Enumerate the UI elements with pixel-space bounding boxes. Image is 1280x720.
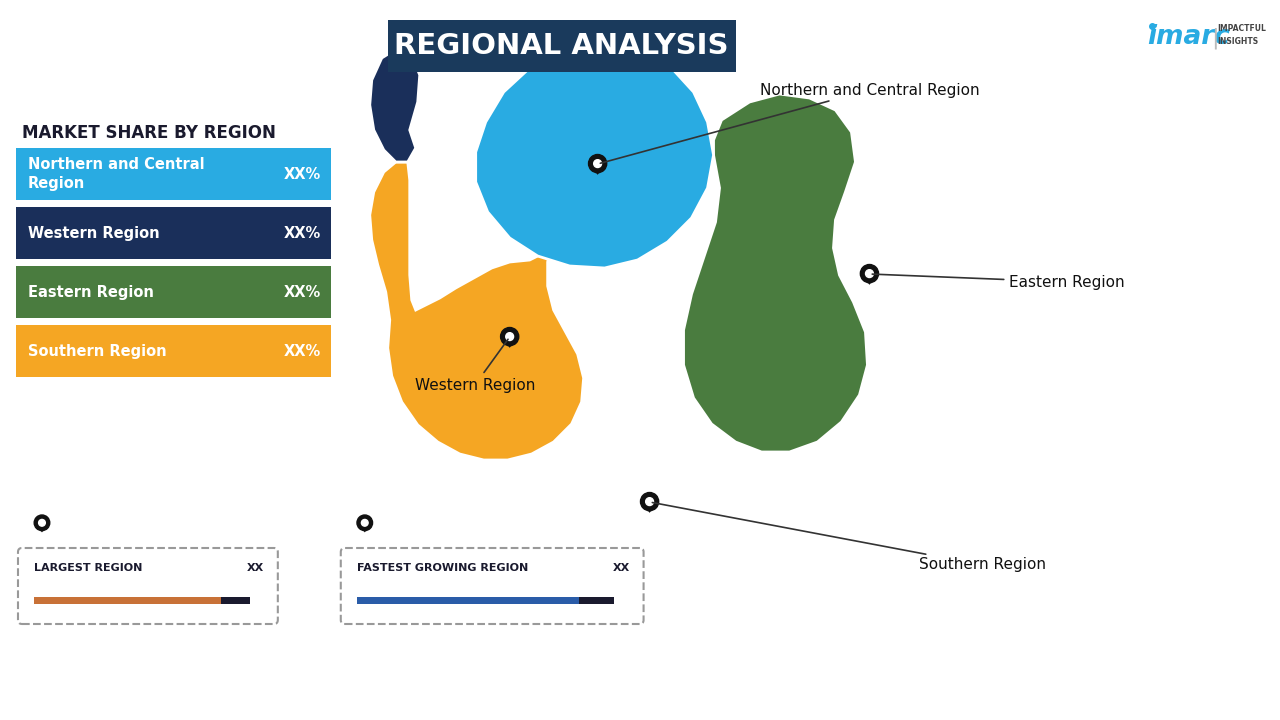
Circle shape <box>594 160 602 168</box>
Text: LARGEST REGION: LARGEST REGION <box>35 563 142 573</box>
Text: XX: XX <box>612 563 630 573</box>
Polygon shape <box>684 94 868 452</box>
Polygon shape <box>589 163 607 175</box>
Text: XX: XX <box>247 563 264 573</box>
Circle shape <box>361 519 369 526</box>
Circle shape <box>645 498 654 505</box>
FancyBboxPatch shape <box>15 148 330 200</box>
Circle shape <box>500 328 518 346</box>
Circle shape <box>860 264 878 283</box>
Text: Southern Region: Southern Region <box>653 503 1047 572</box>
Polygon shape <box>500 337 518 348</box>
Text: Northern and Central
Region: Northern and Central Region <box>28 157 205 191</box>
FancyBboxPatch shape <box>388 20 736 72</box>
Circle shape <box>640 492 659 510</box>
Polygon shape <box>640 502 659 513</box>
FancyBboxPatch shape <box>579 597 614 604</box>
Text: XX%: XX% <box>284 343 321 359</box>
Polygon shape <box>357 523 372 532</box>
FancyBboxPatch shape <box>15 266 330 318</box>
Text: Western Region: Western Region <box>415 339 535 392</box>
FancyBboxPatch shape <box>15 207 330 259</box>
Polygon shape <box>476 44 713 268</box>
Circle shape <box>357 515 372 531</box>
Circle shape <box>865 270 873 277</box>
FancyBboxPatch shape <box>18 548 278 624</box>
Polygon shape <box>370 48 420 162</box>
Text: Northern and Central Region: Northern and Central Region <box>600 83 979 163</box>
Text: IMPACTFUL
INSIGHTS: IMPACTFUL INSIGHTS <box>1217 24 1266 45</box>
Circle shape <box>506 333 513 341</box>
Polygon shape <box>860 274 878 285</box>
Text: XX%: XX% <box>284 166 321 181</box>
FancyBboxPatch shape <box>35 597 221 604</box>
Text: Eastern Region: Eastern Region <box>872 274 1125 289</box>
FancyBboxPatch shape <box>15 325 330 377</box>
Circle shape <box>35 515 50 531</box>
Circle shape <box>589 155 607 173</box>
Polygon shape <box>35 523 50 532</box>
Text: Southern Region: Southern Region <box>28 343 166 359</box>
Text: FASTEST GROWING REGION: FASTEST GROWING REGION <box>357 563 529 573</box>
Circle shape <box>38 519 45 526</box>
FancyBboxPatch shape <box>340 548 644 624</box>
Polygon shape <box>370 138 584 460</box>
FancyBboxPatch shape <box>357 597 579 604</box>
Text: REGIONAL ANALYSIS: REGIONAL ANALYSIS <box>394 32 728 60</box>
Text: XX%: XX% <box>284 284 321 300</box>
Text: XX%: XX% <box>284 225 321 240</box>
Text: Western Region: Western Region <box>28 225 160 240</box>
FancyBboxPatch shape <box>221 597 251 604</box>
Text: imarc: imarc <box>1147 24 1230 50</box>
Text: Eastern Region: Eastern Region <box>28 284 154 300</box>
Text: |: | <box>1211 27 1219 48</box>
Text: MARKET SHARE BY REGION: MARKET SHARE BY REGION <box>22 124 276 142</box>
